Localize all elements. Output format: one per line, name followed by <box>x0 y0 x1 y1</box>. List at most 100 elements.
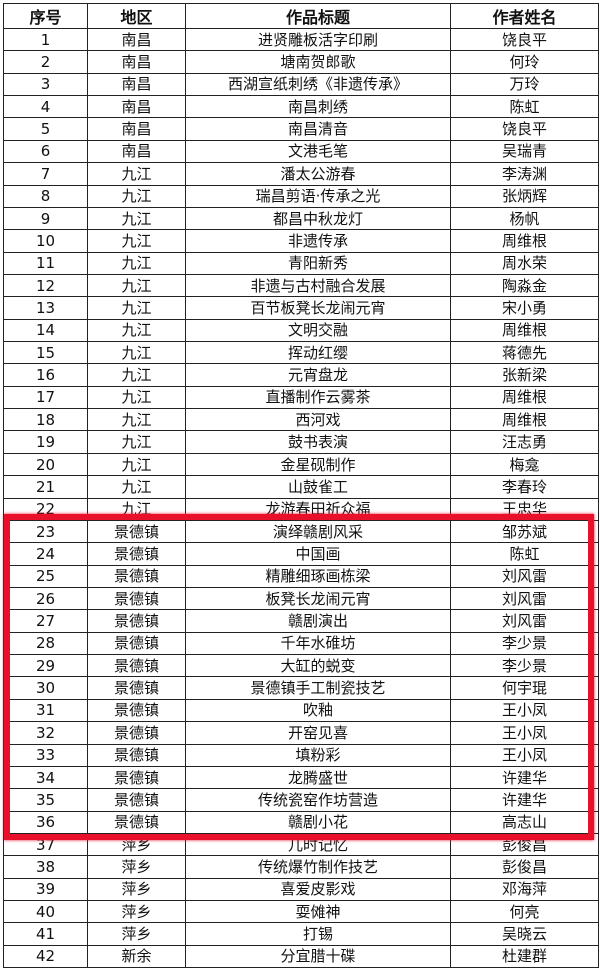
cell-index: 11 <box>3 251 88 275</box>
cell-index: 26 <box>3 586 88 611</box>
cell-title: 演绎赣剧风采 <box>185 519 451 544</box>
cell-region: 九江 <box>87 341 186 365</box>
cell-index: 2 <box>3 50 88 74</box>
cell-author: 饶良平 <box>450 27 599 52</box>
table-row: 4 南昌 南昌刺绣 陈虹 <box>3 95 599 119</box>
cell-region: 九江 <box>87 430 186 454</box>
table-row: 37 萍乡 儿时记忆 彭俊昌 <box>3 832 599 857</box>
cell-title: 潘太公游春 <box>185 162 451 186</box>
header-region: 地区 <box>87 3 186 29</box>
cell-author: 王忠华 <box>450 497 599 521</box>
cell-region: 景德镇 <box>87 765 186 790</box>
cell-title: 直播制作云雾茶 <box>185 385 451 410</box>
cell-title: 南昌刺绣 <box>185 95 451 119</box>
table-row: 20 九江 金星砚制作 梅龛 <box>3 452 599 477</box>
cell-index: 41 <box>3 922 88 946</box>
table-row: 11 九江 青阳新秀 周水荣 <box>3 251 599 275</box>
cell-region: 萍乡 <box>87 922 186 946</box>
cell-title: 进贤雕板活字印刷 <box>185 27 451 52</box>
table-body: 1 南昌 进贤雕板活字印刷 饶良平 2 南昌 塘南贺郎歌 何玲 3 南昌 西湖宣纸刺绣《非遗传承》万… <box>3 27 599 969</box>
table-row: 1 南昌 进贤雕板活字印刷 饶良平 <box>3 27 599 52</box>
cell-author: 李春玲 <box>450 475 599 499</box>
cell-title: 大缸的蜕变 <box>185 654 451 678</box>
cell-index: 33 <box>3 743 88 767</box>
cell-index: 3 <box>3 72 88 97</box>
cell-region: 九江 <box>87 273 186 298</box>
cell-title: 挥动红缨 <box>185 341 451 365</box>
cell-region: 景德镇 <box>87 721 186 745</box>
cell-index: 36 <box>3 810 88 834</box>
cell-title: 金星砚制作 <box>185 452 451 477</box>
cell-index: 32 <box>3 721 88 745</box>
cell-author: 周水荣 <box>450 251 599 275</box>
cell-title: 非遗传承 <box>185 229 451 253</box>
cell-region: 景德镇 <box>87 586 186 611</box>
cell-title: 精雕细琢画栋梁 <box>185 564 451 588</box>
table-row: 12 九江 非遗与古村融合发展 陶淼金 <box>3 273 599 298</box>
cell-region: 萍乡 <box>87 900 186 924</box>
cell-author: 饶良平 <box>450 117 599 141</box>
cell-title: 赣剧小花 <box>185 810 451 834</box>
cell-index: 7 <box>3 162 88 186</box>
table-row: 29 景德镇 大缸的蜕变 李少景 <box>3 654 599 678</box>
cell-author: 刘风雷 <box>450 586 599 611</box>
cell-author: 周维根 <box>450 385 599 410</box>
cell-index: 19 <box>3 430 88 454</box>
table-row: 23 景德镇 演绎赣剧风采 邹苏斌 <box>3 519 599 544</box>
cell-author: 宋小勇 <box>450 296 599 320</box>
table-row: 21 九江 山鼓雀工 李春玲 <box>3 475 599 499</box>
table-row: 16 九江 元宵盘龙 张新梁 <box>3 363 599 387</box>
cell-title: 中国画 <box>185 542 451 566</box>
cell-title: 文港毛笔 <box>185 139 451 164</box>
cell-region: 景德镇 <box>87 564 186 588</box>
cell-index: 37 <box>3 832 88 857</box>
cell-title: 都昌中秋龙灯 <box>185 206 451 231</box>
cell-author: 李少景 <box>450 631 599 656</box>
cell-author: 张炳辉 <box>450 184 599 208</box>
cell-index: 18 <box>3 408 88 432</box>
table-row: 22 九江 龙游春田祈众福 王忠华 <box>3 497 599 521</box>
cell-index: 29 <box>3 654 88 678</box>
cell-index: 34 <box>3 765 88 790</box>
cell-index: 10 <box>3 229 88 253</box>
cell-title: 瑞昌剪语·传承之光 <box>185 184 451 208</box>
cell-region: 萍乡 <box>87 855 186 879</box>
cell-index: 17 <box>3 385 88 410</box>
cell-title: 耍傩神 <box>185 900 451 924</box>
cell-title: 青阳新秀 <box>185 251 451 275</box>
cell-index: 40 <box>3 900 88 924</box>
cell-region: 九江 <box>87 251 186 275</box>
table-row: 13 九江 百节板凳长龙闹元宵 宋小勇 <box>3 296 599 320</box>
cell-author: 许建华 <box>450 765 599 790</box>
cell-region: 九江 <box>87 475 186 499</box>
cell-title: 塘南贺郎歌 <box>185 50 451 74</box>
cell-author: 周维根 <box>450 318 599 343</box>
table-row: 35 景德镇 传统瓷窑作坊营造 许建华 <box>3 788 599 812</box>
cell-title: 百节板凳长龙闹元宵 <box>185 296 451 320</box>
cell-region: 九江 <box>87 184 186 208</box>
cell-region: 九江 <box>87 363 186 387</box>
cell-author: 李少景 <box>450 654 599 678</box>
cell-index: 25 <box>3 564 88 588</box>
cell-author: 彭俊昌 <box>450 855 599 879</box>
table-row: 19 九江 鼓书表演 汪志勇 <box>3 430 599 454</box>
cell-title: 景德镇手工制瓷技艺 <box>185 676 451 700</box>
table-row: 30 景德镇 景德镇手工制瓷技艺 何宇琨 <box>3 676 599 700</box>
cell-region: 九江 <box>87 229 186 253</box>
cell-region: 萍乡 <box>87 832 186 857</box>
header-author: 作者姓名 <box>450 3 599 29</box>
cell-author: 刘风雷 <box>450 609 599 633</box>
cell-region: 九江 <box>87 318 186 343</box>
cell-index: 13 <box>3 296 88 320</box>
table-row: 36 景德镇 赣剧小花 高志山 <box>3 810 599 834</box>
table-row: 3 南昌 西湖宣纸刺绣《非遗传承》 万玲 <box>3 72 599 97</box>
works-table: 序号 地区 作品标题 作者姓名 1 南昌 进贤雕板活字印刷 饶良平 2 南昌 塘南贺郎歌 何玲… <box>3 3 599 969</box>
cell-title: 喜爱皮影戏 <box>185 877 451 902</box>
table-row: 39 萍乡 喜爱皮影戏 邓海萍 <box>3 877 599 902</box>
cell-author: 周维根 <box>450 229 599 253</box>
cell-author: 彭俊昌 <box>450 832 599 857</box>
cell-author: 许建华 <box>450 788 599 812</box>
header-index: 序号 <box>3 3 88 29</box>
cell-title: 板凳长龙闹元宵 <box>185 586 451 611</box>
cell-title: 千年水碓坊 <box>185 631 451 656</box>
